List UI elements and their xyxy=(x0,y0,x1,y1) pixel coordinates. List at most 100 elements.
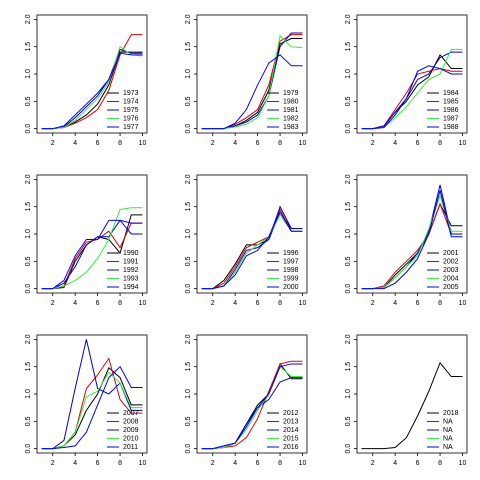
legend-label: 2002 xyxy=(443,258,459,265)
x-tick-label: 6 xyxy=(96,140,100,147)
x-tick-label: 8 xyxy=(118,140,122,147)
x-tick-label: 4 xyxy=(233,460,237,467)
y-tick-label: 0.5 xyxy=(345,416,352,426)
legend-label: 2014 xyxy=(283,427,299,434)
y-tick-label: 0.0 xyxy=(345,124,352,134)
x-tick-label: 10 xyxy=(459,140,467,147)
y-tick-label: 0.5 xyxy=(25,416,32,426)
legend-label: 2018 xyxy=(443,410,459,417)
series-line xyxy=(201,32,303,130)
legend-label: 2007 xyxy=(123,410,139,417)
series-line xyxy=(201,211,303,290)
x-tick-label: 4 xyxy=(393,140,397,147)
x-tick-label: 8 xyxy=(438,140,442,147)
legend-label: 1975 xyxy=(123,107,139,114)
x-tick-label: 2 xyxy=(371,460,375,467)
x-tick-label: 6 xyxy=(256,460,260,467)
y-tick-label: 0.5 xyxy=(185,96,192,106)
legend-label: 2003 xyxy=(443,267,459,274)
y-tick-label: 1.5 xyxy=(25,362,32,372)
series-line xyxy=(41,365,143,450)
x-tick-label: 8 xyxy=(278,140,282,147)
legend-label: 2008 xyxy=(123,418,139,425)
y-tick-label: 0.0 xyxy=(25,124,32,134)
legend-label: 2005 xyxy=(443,284,459,291)
y-tick-label: 2.0 xyxy=(25,174,32,184)
legend-label: 1977 xyxy=(123,124,139,131)
legend-label: 2011 xyxy=(123,444,138,451)
y-tick-label: 1.5 xyxy=(185,42,192,52)
legend-label: NA xyxy=(443,418,453,425)
series-line xyxy=(361,65,463,130)
series-line xyxy=(361,202,463,290)
x-tick-label: 8 xyxy=(118,300,122,307)
series-line xyxy=(41,45,143,130)
x-tick-label: 8 xyxy=(438,300,442,307)
y-tick-label: 1.0 xyxy=(25,69,32,79)
series-line xyxy=(41,52,143,130)
y-tick-label: 1.0 xyxy=(185,389,192,399)
x-tick-label: 6 xyxy=(256,300,260,307)
legend-label: 1988 xyxy=(443,124,459,131)
legend-label: 1998 xyxy=(283,267,299,274)
x-tick-label: 2 xyxy=(211,140,215,147)
legend-label: 1973 xyxy=(123,90,139,97)
y-tick-label: 2.0 xyxy=(185,14,192,24)
x-tick-label: 4 xyxy=(393,300,397,307)
x-tick-label: 6 xyxy=(416,460,420,467)
y-tick-label: 1.5 xyxy=(25,202,32,212)
x-tick-label: 4 xyxy=(233,140,237,147)
y-tick-label: 0.0 xyxy=(185,444,192,454)
x-tick-label: 2 xyxy=(211,460,215,467)
y-tick-label: 1.0 xyxy=(25,389,32,399)
legend-label: 2009 xyxy=(123,427,139,434)
legend-label: 1980 xyxy=(283,98,299,105)
legend-label: 2015 xyxy=(283,435,299,442)
legend-label: 1983 xyxy=(283,124,299,131)
y-tick-label: 1.0 xyxy=(185,229,192,239)
x-tick-label: 6 xyxy=(416,140,420,147)
series-line xyxy=(41,339,143,450)
y-tick-label: 1.0 xyxy=(25,229,32,239)
x-tick-label: 2 xyxy=(51,140,55,147)
legend-label: 1981 xyxy=(283,107,299,114)
series-line xyxy=(361,361,463,450)
series-line xyxy=(361,51,463,130)
legend-label: 1976 xyxy=(123,115,139,122)
y-tick-label: 2.0 xyxy=(25,334,32,344)
y-tick-label: 1.5 xyxy=(25,42,32,52)
x-tick-label: 10 xyxy=(139,460,147,467)
legend-label: 2012 xyxy=(283,410,299,417)
y-tick-label: 0.5 xyxy=(185,416,192,426)
y-tick-label: 1.5 xyxy=(185,362,192,372)
y-tick-label: 0.0 xyxy=(185,284,192,294)
x-tick-label: 8 xyxy=(278,460,282,467)
x-tick-label: 10 xyxy=(299,140,307,147)
x-tick-label: 10 xyxy=(299,300,307,307)
x-tick-label: 10 xyxy=(139,300,147,307)
series-line xyxy=(41,219,143,290)
legend-label: 2010 xyxy=(123,435,139,442)
legend-label: 2000 xyxy=(283,284,299,291)
y-tick-label: 0.0 xyxy=(345,284,352,294)
series-line xyxy=(201,365,303,450)
legend-label: 1996 xyxy=(283,250,299,257)
x-tick-label: 2 xyxy=(211,300,215,307)
x-tick-label: 8 xyxy=(438,460,442,467)
x-tick-label: 4 xyxy=(73,140,77,147)
y-tick-label: 1.0 xyxy=(345,229,352,239)
x-tick-label: 4 xyxy=(233,300,237,307)
y-tick-label: 0.5 xyxy=(345,256,352,266)
legend-label: 1993 xyxy=(123,275,139,282)
x-tick-label: 2 xyxy=(51,460,55,467)
series-line xyxy=(361,190,463,290)
y-tick-label: 0.0 xyxy=(185,124,192,134)
x-tick-label: 10 xyxy=(459,300,467,307)
y-tick-label: 1.0 xyxy=(345,69,352,79)
legend-label: 1985 xyxy=(443,98,459,105)
y-tick-label: 0.0 xyxy=(345,444,352,454)
x-tick-label: 4 xyxy=(73,460,77,467)
x-tick-label: 10 xyxy=(299,460,307,467)
y-tick-label: 2.0 xyxy=(185,334,192,344)
y-tick-label: 1.0 xyxy=(345,389,352,399)
